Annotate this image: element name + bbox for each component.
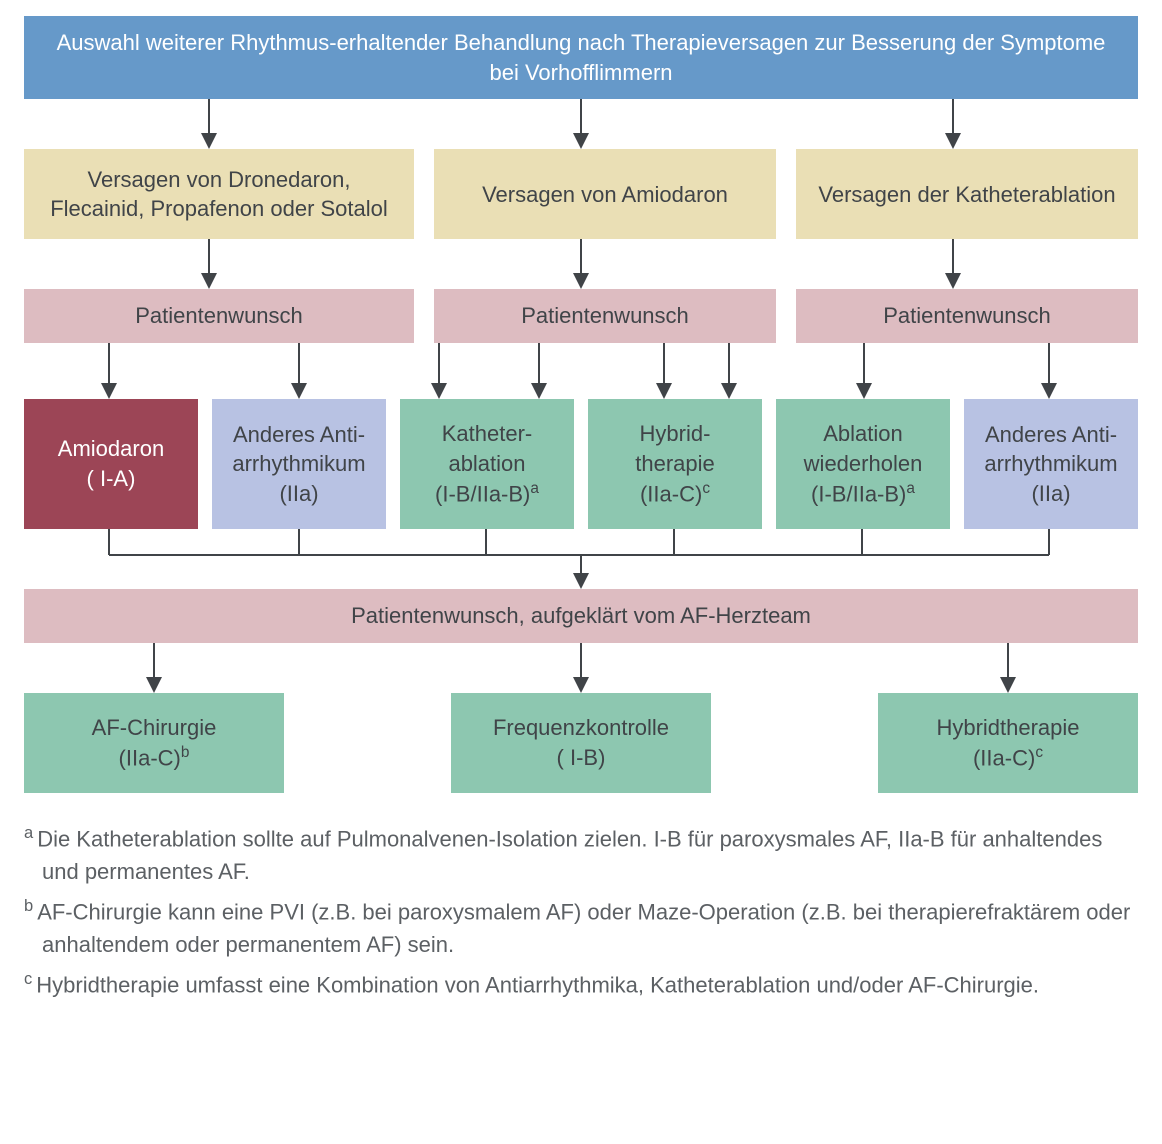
- arrows-4: [24, 529, 1138, 589]
- patient-wish-text-2: Patientenwunsch: [521, 301, 689, 331]
- outcome-text: (IIa-C)b: [119, 743, 190, 773]
- patient-wish-row: Patientenwunsch Patientenwunsch Patiente…: [24, 289, 1138, 343]
- opt-rec: (I-B/IIa-B): [811, 481, 906, 506]
- opt-text: (IIa-C)c: [640, 479, 710, 509]
- fn-text: Die Katheterablation sollte auf Pulmonal…: [37, 826, 1102, 884]
- patient-wish-2: Patientenwunsch: [434, 289, 776, 343]
- outcome-text: Hybridtherapie: [936, 713, 1079, 743]
- outcome-rec: (IIa-C): [973, 745, 1035, 770]
- fn-mark: a: [24, 824, 33, 842]
- option-catheter-ablation: Katheter- ablation (I-B/IIa-B)a: [400, 399, 574, 529]
- opt-text: ablation: [448, 449, 525, 479]
- option-other-aa-2: Anderes Anti- arrhythmikum (IIa): [964, 399, 1138, 529]
- opt-text: Ablation: [823, 419, 903, 449]
- option-other-aa-1: Anderes Anti- arrhythmikum (IIa): [212, 399, 386, 529]
- arrows-3: [24, 343, 1138, 399]
- opt-sup: a: [906, 480, 915, 497]
- outcome-text: ( I-B): [557, 743, 606, 773]
- opt-text: arrhythmikum: [232, 449, 365, 479]
- heart-team-text: Patientenwunsch, aufgeklärt vom AF-Herzt…: [351, 601, 811, 631]
- outcome-text: AF-Chirurgie: [92, 713, 217, 743]
- opt-text: Anderes Anti-: [985, 420, 1117, 450]
- outcome-hybrid: Hybridtherapie (IIa-C)c: [878, 693, 1138, 793]
- header-text: Auswahl weiterer Rhythmus-erhaltender Be…: [42, 28, 1120, 87]
- opt-text: ( I-A): [87, 464, 136, 494]
- patient-wish-text-1: Patientenwunsch: [135, 301, 303, 331]
- outcome-sup: b: [181, 744, 190, 761]
- opt-text: (I-B/IIa-B)a: [811, 479, 915, 509]
- outcome-text: Frequenzkontrolle: [493, 713, 669, 743]
- opt-text: Amiodaron: [58, 434, 164, 464]
- opt-rec: (IIa-C): [640, 481, 702, 506]
- patient-wish-text-3: Patientenwunsch: [883, 301, 1051, 331]
- fn-mark: c: [24, 970, 32, 988]
- failure-text-2: Versagen von Amiodaron: [482, 180, 728, 210]
- fn-text: Hybridtherapie umfasst eine Kombination …: [36, 973, 1039, 998]
- opt-text: Anderes Anti-: [233, 420, 365, 450]
- failure-row: Versagen von Dronedaron, Flecainid, Prop…: [24, 149, 1138, 239]
- failure-text-1: Versagen von Dronedaron, Flecainid, Prop…: [42, 165, 396, 224]
- fn-mark: b: [24, 897, 33, 915]
- opt-text: (I-B/IIa-B)a: [435, 479, 539, 509]
- patient-wish-1: Patientenwunsch: [24, 289, 414, 343]
- option-hybrid-1: Hybrid- therapie (IIa-C)c: [588, 399, 762, 529]
- fn-text: AF-Chirurgie kann eine PVI (z.B. bei par…: [37, 899, 1130, 957]
- footnote-c: cHybridtherapie umfasst eine Kombination…: [24, 967, 1138, 1001]
- failure-box-3: Versagen der Katheterablation: [796, 149, 1138, 239]
- failure-box-2: Versagen von Amiodaron: [434, 149, 776, 239]
- opt-text: (IIa): [1031, 479, 1070, 509]
- opt-rec: (I-B/IIa-B): [435, 481, 530, 506]
- arrows-5: [24, 643, 1138, 693]
- failure-text-3: Versagen der Katheterablation: [818, 180, 1115, 210]
- arrows-2: [24, 239, 1138, 289]
- heart-team-box: Patientenwunsch, aufgeklärt vom AF-Herzt…: [24, 589, 1138, 643]
- opt-text: (IIa): [279, 479, 318, 509]
- outcome-surgery: AF-Chirurgie (IIa-C)b: [24, 693, 284, 793]
- opt-text: Katheter-: [442, 419, 533, 449]
- option-amiodaron: Amiodaron ( I-A): [24, 399, 198, 529]
- opt-text: arrhythmikum: [984, 449, 1117, 479]
- footnotes: aDie Katheterablation sollte auf Pulmona…: [24, 821, 1138, 1002]
- opt-text: wiederholen: [804, 449, 923, 479]
- opt-text: therapie: [635, 449, 715, 479]
- footnote-b: bAF-Chirurgie kann eine PVI (z.B. bei pa…: [24, 894, 1138, 961]
- outcome-text: (IIa-C)c: [973, 743, 1043, 773]
- outcome-sup: c: [1035, 744, 1043, 761]
- outcome-rec: (IIa-C): [119, 745, 181, 770]
- arrows-1: [24, 99, 1138, 149]
- opt-text: Hybrid-: [640, 419, 711, 449]
- flowchart-header: Auswahl weiterer Rhythmus-erhaltender Be…: [24, 16, 1138, 99]
- option-row: Amiodaron ( I-A) Anderes Anti- arrhythmi…: [24, 399, 1138, 529]
- opt-sup: c: [702, 480, 710, 497]
- patient-wish-3: Patientenwunsch: [796, 289, 1138, 343]
- option-repeat-ablation: Ablation wiederholen (I-B/IIa-B)a: [776, 399, 950, 529]
- failure-box-1: Versagen von Dronedaron, Flecainid, Prop…: [24, 149, 414, 239]
- footnote-a: aDie Katheterablation sollte auf Pulmona…: [24, 821, 1138, 888]
- opt-sup: a: [530, 480, 539, 497]
- outcome-rate-control: Frequenzkontrolle ( I-B): [451, 693, 711, 793]
- outcome-row: AF-Chirurgie (IIa-C)b Frequenzkontrolle …: [24, 693, 1138, 793]
